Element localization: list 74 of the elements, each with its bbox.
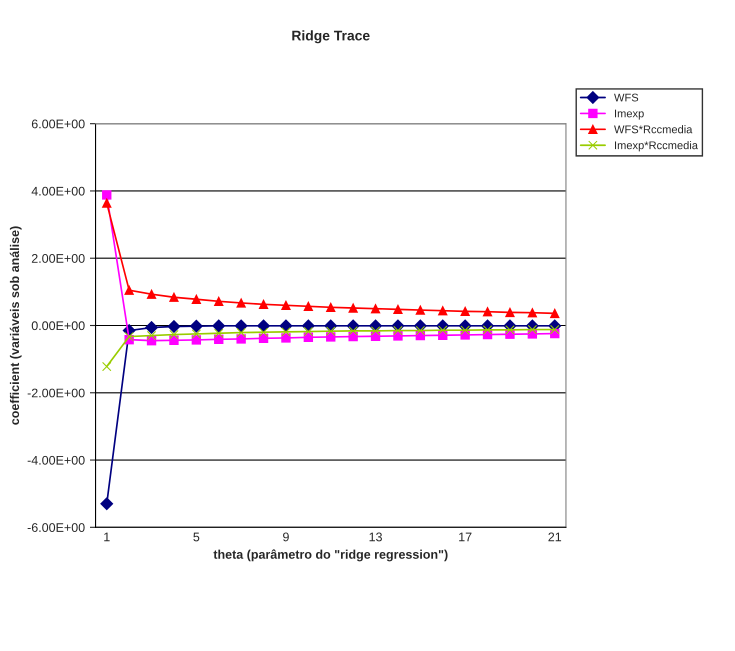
x-tick-label: 1 [104,532,110,542]
point [258,328,268,337]
point [257,319,270,332]
point [438,306,448,316]
y-tick-label: -6.00E+00 [28,523,85,532]
point [258,300,268,309]
point [146,330,156,340]
y-tick-label: 4.00E+00 [32,186,85,196]
point [168,320,180,333]
point [348,326,358,336]
point [460,306,470,316]
point [416,326,426,336]
y-tick-label: 2.00E+00 [32,254,85,263]
point [393,304,403,314]
legend-label: WFS [614,94,638,102]
point [145,321,158,334]
point [236,328,246,338]
point [416,305,426,315]
x-axis-title: theta (parâmetro do "ridge regression") [214,549,448,562]
point [234,319,248,332]
y-axis-title: coefficient (variáveis sob análise) [10,226,22,425]
point [214,334,224,344]
point [192,329,202,339]
point [169,330,179,340]
point [281,300,291,310]
point [460,326,470,335]
point [304,302,314,312]
point [169,292,179,302]
y-tick-label: -2.00E+00 [28,388,85,398]
point [146,290,156,299]
legend-label: Imexp [615,110,644,120]
point [348,303,358,313]
point [505,325,515,335]
point [348,332,358,342]
point [214,328,224,338]
point [102,198,112,208]
legend-label: WFS*Rccmedia [614,125,692,134]
point [214,296,224,306]
x-tick-label: 17 [459,532,472,542]
point [505,308,515,318]
point [192,294,202,304]
point [550,308,560,318]
point [326,326,336,336]
point [304,326,314,336]
point [124,285,134,295]
point [102,190,112,200]
y-tick-label: -4.00E+00 [28,456,85,465]
legend-label: Imexp*Rccmedia [615,141,698,152]
point [236,298,246,308]
x-tick-label: 5 [193,532,200,542]
point [370,326,380,336]
point [528,308,538,318]
point [528,324,538,334]
y-tick-label: 6.00E+00 [32,119,85,128]
point [370,304,380,314]
point [550,324,560,334]
point [438,326,448,335]
point [212,319,226,332]
point [393,326,403,336]
x-tick-label: 13 [370,532,382,542]
x-tick-label: 21 [548,532,562,542]
point [236,334,246,344]
y-tick-label: 0.00E+00 [32,321,85,330]
chart-title: Ridge Trace [292,30,370,44]
point [100,497,114,510]
point [192,335,202,345]
point [482,325,492,335]
point [326,302,336,312]
point [190,320,203,333]
point [102,362,112,372]
point [281,327,291,337]
point [482,307,492,316]
x-tick-label: 9 [283,532,289,542]
point [124,332,134,342]
